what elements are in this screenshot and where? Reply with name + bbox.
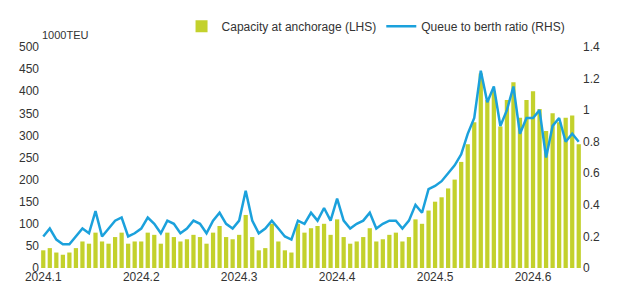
svg-text:450: 450: [19, 62, 39, 76]
svg-text:350: 350: [19, 107, 39, 121]
svg-text:50: 50: [26, 239, 40, 253]
svg-text:Queue to berth ratio (RHS): Queue to berth ratio (RHS): [421, 20, 564, 34]
svg-text:2024.5: 2024.5: [417, 270, 454, 284]
svg-text:100: 100: [19, 217, 39, 231]
svg-text:1.2: 1.2: [583, 72, 600, 86]
svg-text:1.4: 1.4: [583, 40, 600, 54]
svg-text:1000TEU: 1000TEU: [42, 29, 89, 41]
svg-text:2024.3: 2024.3: [221, 270, 258, 284]
svg-text:0.6: 0.6: [583, 166, 600, 180]
svg-text:2024.2: 2024.2: [123, 270, 160, 284]
svg-text:Capacity at anchorage (LHS): Capacity at anchorage (LHS): [222, 20, 377, 34]
svg-text:300: 300: [19, 129, 39, 143]
svg-text:2024.1: 2024.1: [25, 270, 62, 284]
svg-text:150: 150: [19, 195, 39, 209]
svg-text:0.8: 0.8: [583, 135, 600, 149]
svg-text:0.2: 0.2: [583, 230, 600, 244]
svg-text:2024.4: 2024.4: [319, 270, 356, 284]
svg-text:0: 0: [583, 261, 590, 275]
svg-text:1: 1: [583, 103, 590, 117]
svg-text:0.4: 0.4: [583, 198, 600, 212]
svg-text:250: 250: [19, 151, 39, 165]
svg-text:2024.6: 2024.6: [515, 270, 552, 284]
svg-text:500: 500: [19, 40, 39, 54]
svg-text:200: 200: [19, 173, 39, 187]
svg-text:400: 400: [19, 84, 39, 98]
svg-text:0: 0: [32, 261, 39, 275]
